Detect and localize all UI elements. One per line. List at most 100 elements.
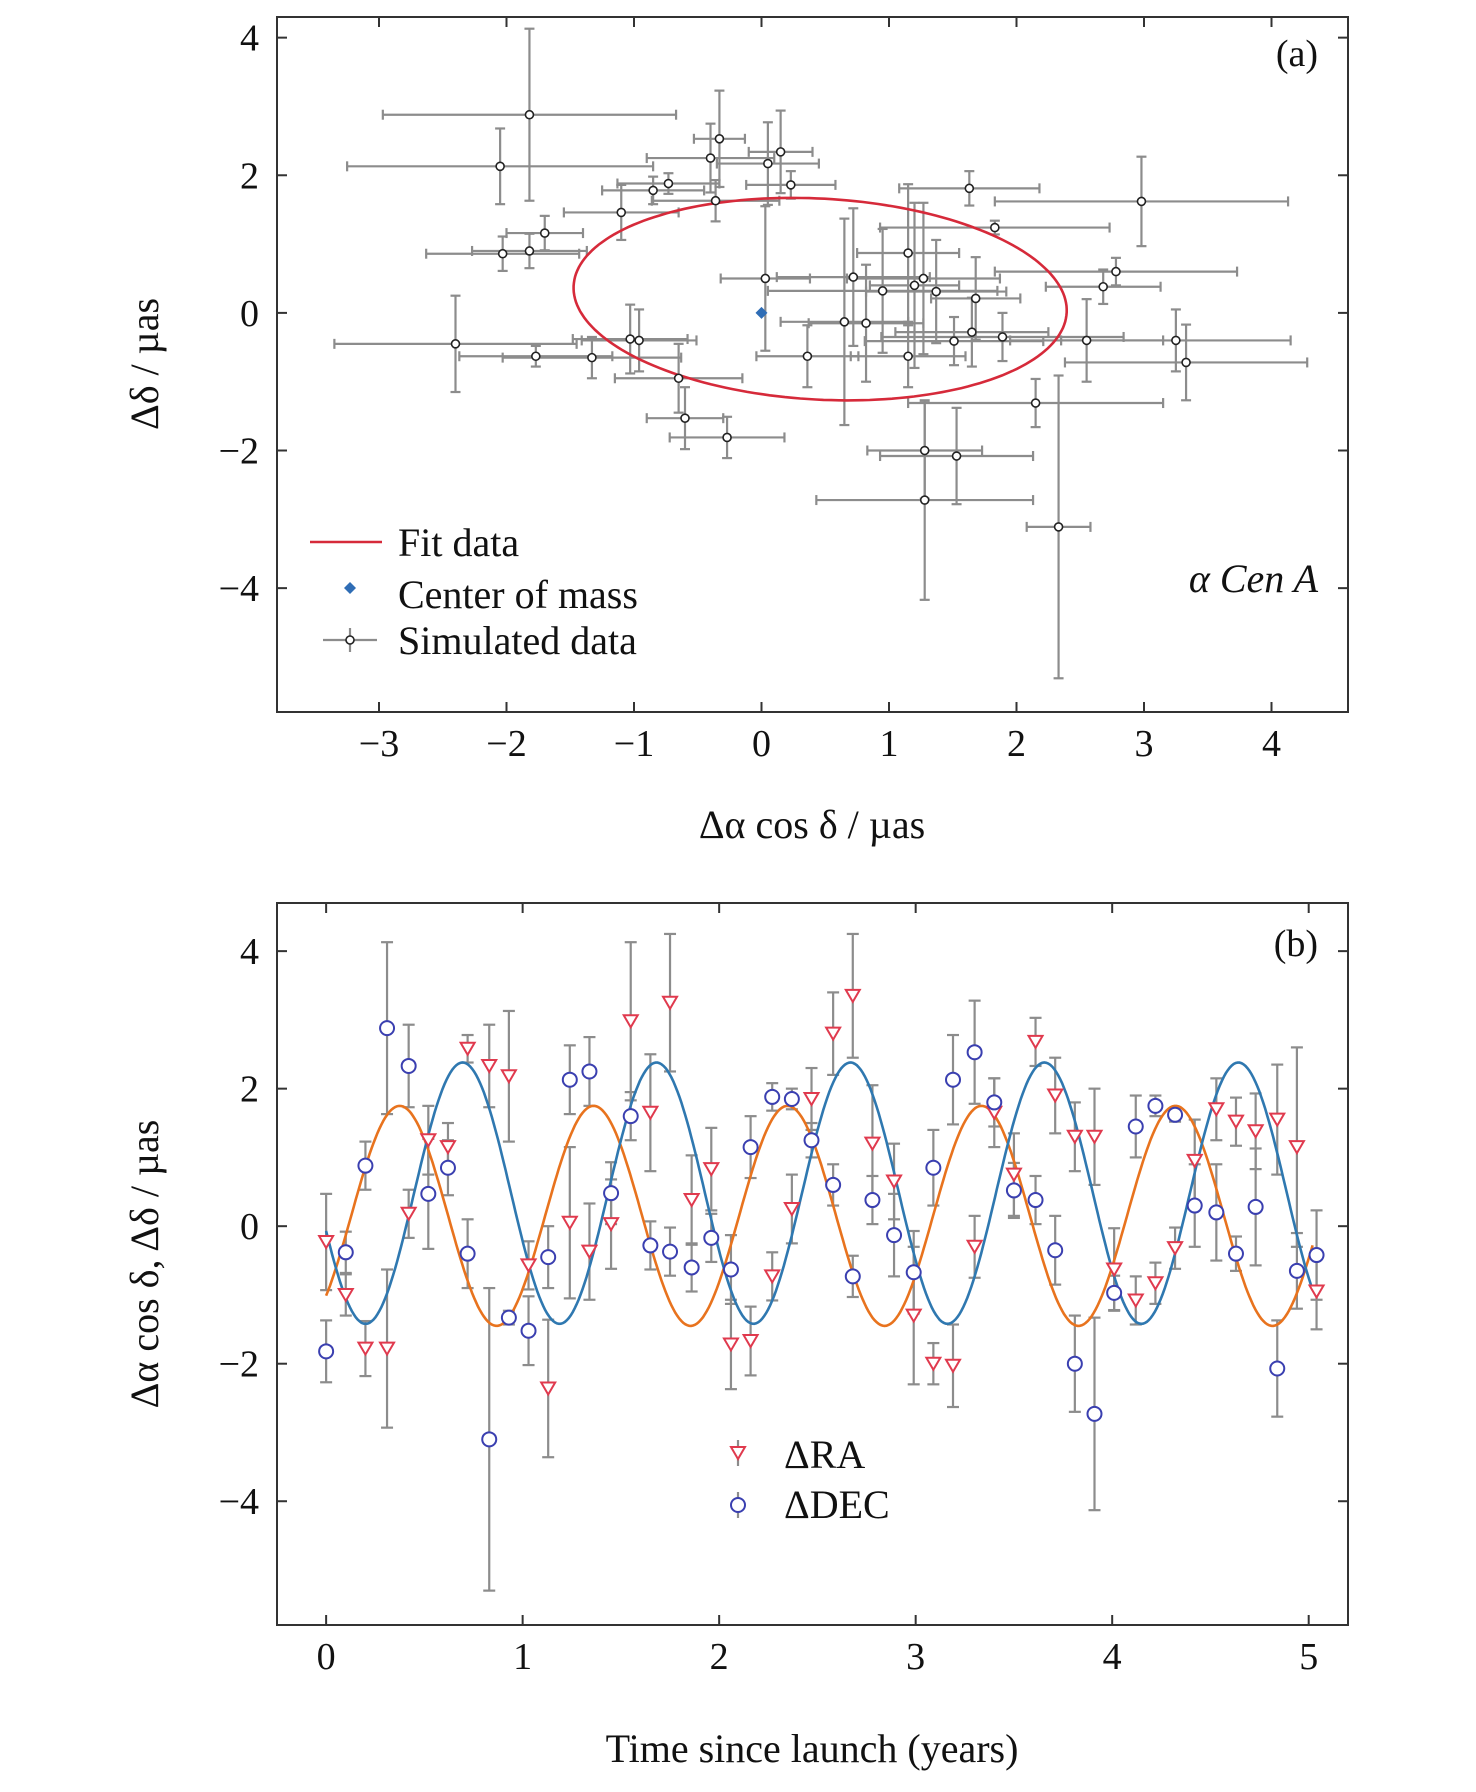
data-point <box>663 178 674 189</box>
ra-point <box>602 1217 620 1233</box>
ra-point <box>480 1058 498 1074</box>
ra-point <box>458 1041 477 1057</box>
panel-a-legend: Fit data Center of mass Simulated data <box>310 520 638 663</box>
ra-point <box>1046 1088 1064 1104</box>
y-tick-label: −4 <box>219 568 259 610</box>
fit-ellipse <box>572 196 1068 402</box>
y-tick-label: 4 <box>240 18 259 60</box>
dec-point <box>886 1227 903 1244</box>
ra-point <box>1127 1293 1145 1309</box>
ra-point <box>1288 1140 1306 1156</box>
dec-point <box>864 1192 881 1209</box>
y-tick-label: 0 <box>240 1206 259 1248</box>
data-point <box>714 133 725 144</box>
dec-point <box>318 1343 335 1360</box>
ra-point <box>1166 1241 1184 1257</box>
legend-center-swatch <box>344 582 356 594</box>
ra-point <box>399 1206 418 1222</box>
legend-dec-marker <box>730 1497 746 1513</box>
x-tick-label: 3 <box>906 1636 925 1678</box>
y-tick-label: −2 <box>219 1344 259 1386</box>
dec-point <box>945 1071 962 1088</box>
x-tick-label: 0 <box>317 1636 336 1678</box>
data-point <box>722 432 732 443</box>
ra-point <box>439 1140 457 1156</box>
legend-dec-label: ΔDEC <box>784 1482 890 1527</box>
dec-point <box>337 1244 354 1261</box>
data-point <box>524 246 535 256</box>
data-point <box>802 351 813 362</box>
dec-point <box>1147 1097 1164 1114</box>
dec-point <box>1247 1198 1264 1215</box>
x-tick-label: 2 <box>710 1636 729 1678</box>
data-point <box>990 222 1000 233</box>
x-tick-label: 2 <box>1007 723 1026 765</box>
ra-point <box>500 1069 518 1085</box>
ra-point <box>317 1235 335 1250</box>
ra-point <box>802 1091 821 1107</box>
dec-point <box>1127 1118 1144 1135</box>
data-point <box>1181 357 1191 368</box>
data-point <box>1081 335 1092 346</box>
data-point <box>786 180 796 190</box>
data-point <box>1030 398 1041 408</box>
data-point <box>839 317 850 327</box>
dec-point <box>844 1268 861 1285</box>
data-point <box>861 318 871 329</box>
data-point <box>497 248 508 259</box>
panel-a-marks <box>333 27 1309 680</box>
data-point <box>587 352 597 363</box>
dec-point <box>357 1157 374 1174</box>
data-point <box>964 183 975 194</box>
dec-point <box>642 1237 659 1254</box>
dec-point <box>683 1259 700 1276</box>
dec-point <box>379 1020 396 1037</box>
ra-point <box>378 1341 396 1357</box>
dec-point <box>400 1057 417 1074</box>
y-tick-label: 2 <box>240 1069 259 1111</box>
ra-point <box>885 1174 903 1190</box>
data-point <box>625 334 635 344</box>
y-tick-label: −2 <box>219 431 259 473</box>
ra-point <box>561 1215 579 1231</box>
ra-point <box>741 1334 760 1349</box>
dec-point <box>1005 1182 1022 1199</box>
dec-point <box>1167 1106 1184 1123</box>
ra-point <box>763 1269 781 1285</box>
dec-point <box>1227 1245 1244 1262</box>
y-tick-label: −4 <box>219 1481 259 1523</box>
ra-point <box>844 988 862 1004</box>
data-point <box>877 286 888 296</box>
legend-sim-marker <box>345 635 355 645</box>
dec-point <box>561 1071 578 1088</box>
y-tick-label: 4 <box>240 931 259 973</box>
data-point <box>1053 522 1064 532</box>
ra-point <box>904 1308 923 1324</box>
panel-b-ylabel: Δα cos δ, Δδ / µas <box>122 1120 167 1409</box>
x-tick-label: 1 <box>513 1636 532 1678</box>
y-tick-label: 0 <box>240 293 259 335</box>
ra-point <box>824 1026 842 1042</box>
data-point <box>616 207 627 218</box>
data-point <box>1111 266 1121 277</box>
dec-point <box>742 1139 759 1156</box>
panel-b-marks <box>317 932 1326 1592</box>
ra-point <box>1066 1129 1084 1145</box>
ra-point <box>356 1341 375 1357</box>
data-point <box>1136 196 1147 207</box>
panel-a-ylabel: Δδ / µas <box>122 298 167 430</box>
dec-point <box>581 1063 598 1080</box>
data-point <box>524 109 535 120</box>
dec-point <box>1047 1242 1064 1259</box>
data-point <box>949 336 959 346</box>
data-point <box>531 351 541 362</box>
dec-point <box>1269 1360 1286 1377</box>
ra-point <box>1185 1153 1204 1169</box>
x-tick-label: −2 <box>486 723 526 765</box>
ra-point <box>924 1356 943 1372</box>
ra-point <box>1026 1034 1045 1050</box>
dec-point <box>825 1176 842 1193</box>
data-point <box>710 195 721 206</box>
dec-point <box>1288 1262 1305 1279</box>
